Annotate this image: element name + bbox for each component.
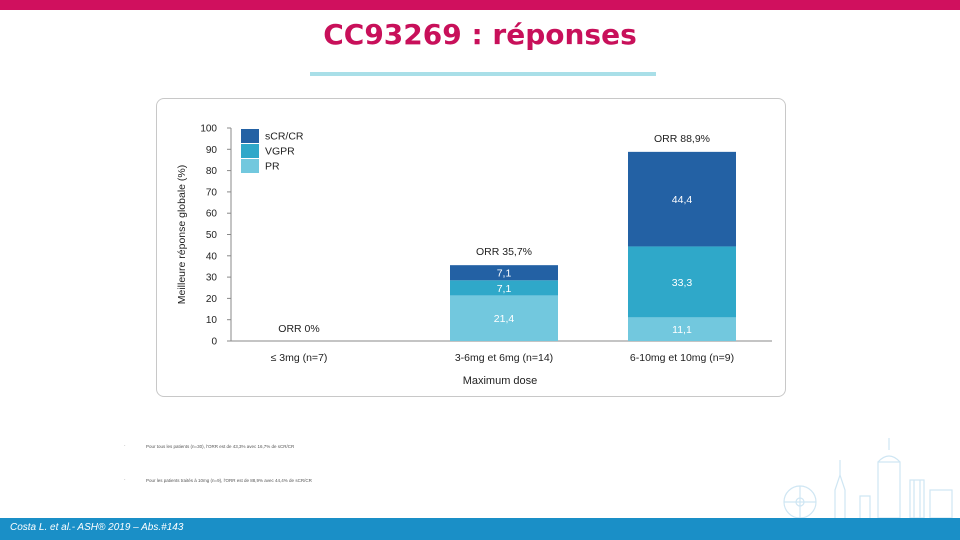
x-category-label: 3-6mg et 6mg (n=14): [455, 352, 553, 364]
y-axis-title: Meilleure réponse globale (%): [176, 165, 188, 305]
x-category-label: 6-10mg et 10mg (n=9): [630, 352, 734, 364]
data-label: 44,4: [672, 194, 693, 206]
y-tick-label: 70: [206, 187, 218, 198]
legend-swatch: [241, 159, 259, 173]
y-tick-label: 80: [206, 166, 218, 177]
citation: Costa L. et al.- ASH® 2019 – Abs.#143: [10, 522, 184, 533]
y-tick-label: 40: [206, 251, 218, 262]
bar-segment-vgpr: [628, 246, 736, 318]
data-label: 33,3: [672, 277, 693, 289]
top-accent-bar: [0, 0, 960, 10]
slide-title: CC93269 : réponses: [323, 18, 637, 51]
footnote-1: Pour tous les patients (n=30), l'ORR est…: [146, 444, 295, 449]
title-underline: [310, 72, 656, 76]
data-label: 11,1: [672, 324, 692, 336]
stacked-bar-chart: 0 10 20 30 40 50 60 70 80 90 100 Meilleure réponse …: [176, 124, 772, 387]
y-tick-label: 100: [200, 124, 217, 135]
data-label: 7,1: [497, 268, 512, 280]
data-label: 21,4: [494, 313, 515, 325]
bar-segment-scr-cr: [450, 265, 558, 281]
legend-swatch: [241, 144, 259, 158]
footer-bar: Costa L. et al.- ASH® 2019 – Abs.#143: [0, 518, 960, 540]
city-skyline-illustration: [783, 438, 953, 519]
y-tick-label: 50: [206, 230, 218, 241]
y-tick-label: 30: [206, 273, 218, 284]
bar-segment-pr: [628, 317, 736, 341]
y-tick-label: 20: [206, 294, 218, 305]
y-tick-label: 10: [206, 315, 218, 326]
orr-annotation: ORR 0%: [278, 323, 319, 335]
x-axis-title: Maximum dose: [463, 375, 538, 387]
orr-annotation: ORR 88,9%: [654, 133, 710, 145]
bar-segment-pr: [450, 295, 558, 341]
y-tick-label: 60: [206, 209, 218, 220]
chart-frame: 0 10 20 30 40 50 60 70 80 90 100 Meilleure réponse …: [156, 98, 786, 397]
legend-swatch: [241, 129, 259, 143]
y-tick-label: 90: [206, 145, 218, 156]
footnote-2: Pour les patients traités à 10mg (n=9), …: [146, 478, 312, 483]
data-label: 7,1: [497, 283, 512, 295]
bar-segment-vgpr: [450, 280, 558, 296]
orr-annotation: ORR 35,7%: [476, 246, 532, 258]
legend-label: sCR/CR: [265, 131, 304, 143]
x-category-label: ≤ 3mg (n=7): [271, 352, 328, 364]
footnote-bullet: ·: [124, 477, 126, 483]
bar-segment-scr-cr: [628, 151, 736, 247]
footnote-bullet: ·: [124, 443, 126, 449]
legend-label: PR: [265, 161, 280, 173]
y-tick-label: 0: [211, 337, 217, 348]
legend-label: VGPR: [265, 146, 295, 158]
